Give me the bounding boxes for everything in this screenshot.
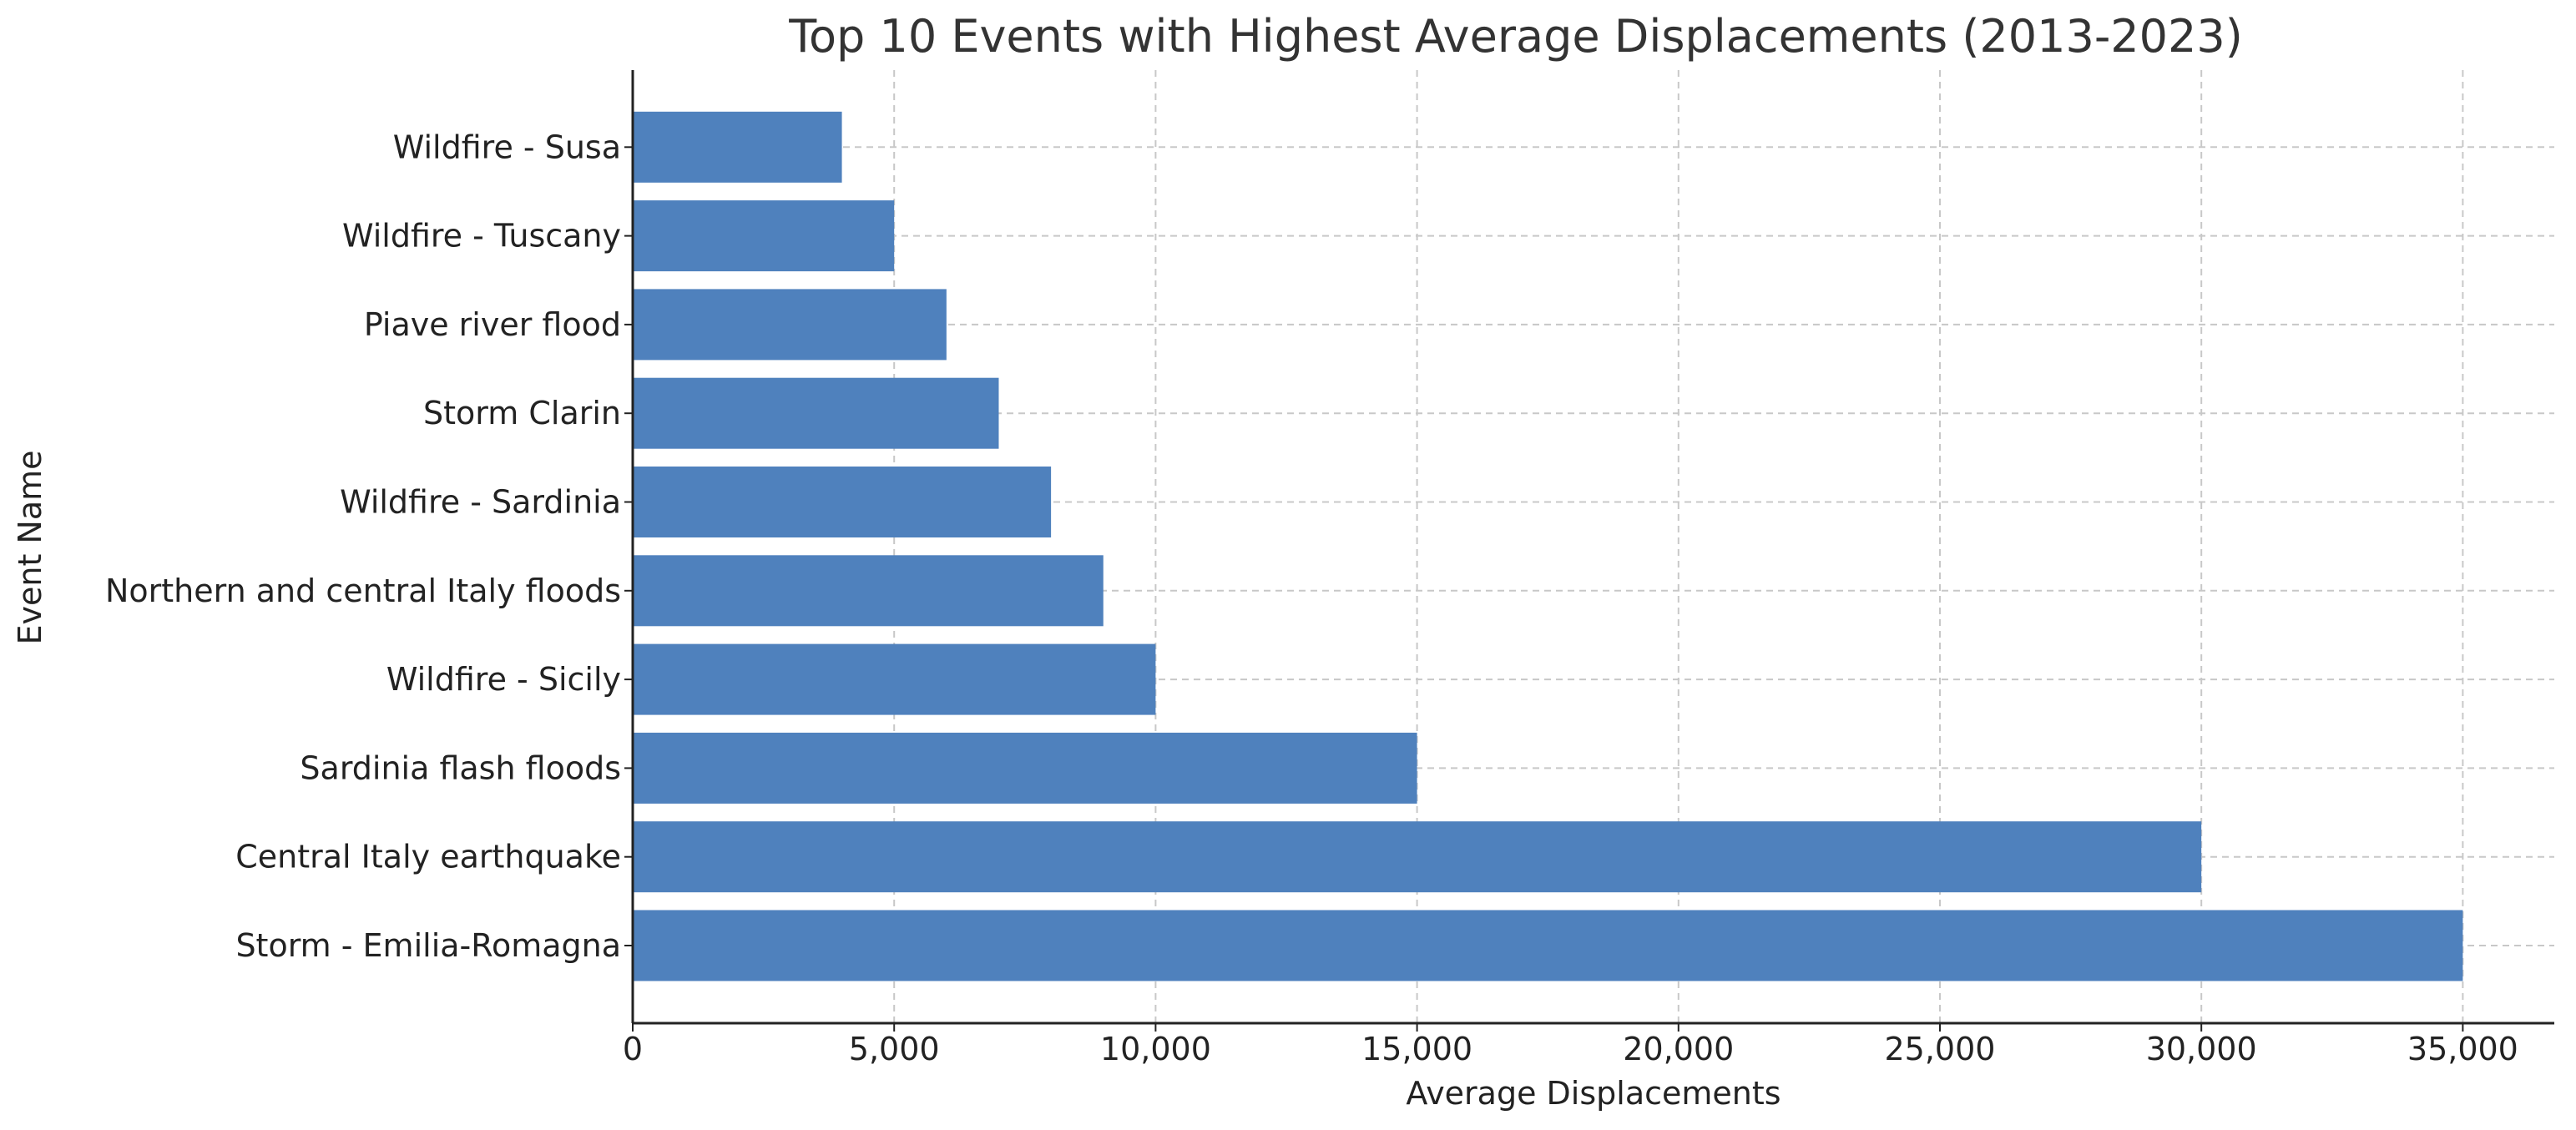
bar-5: [633, 467, 1052, 537]
bar-0: [633, 910, 2463, 981]
y-tick-label-4: Northern and central Italy floods: [105, 573, 621, 609]
bar-7: [633, 289, 947, 361]
x-tick-label-4: 20,000: [1623, 1031, 1734, 1067]
bar-3: [633, 643, 1156, 715]
bar-4: [633, 555, 1104, 627]
bars: [633, 111, 2463, 981]
x-tick-label-7: 35,000: [2407, 1031, 2518, 1067]
bar-6: [633, 377, 999, 449]
bar-9: [633, 111, 842, 183]
x-axis-label: Average Displacements: [1406, 1075, 1780, 1112]
x-tick-label-1: 5,000: [849, 1031, 940, 1067]
x-tick-labels: 0 5,000 10,000 15,000 20,000 25,000 30,000 35,0…: [623, 1023, 2518, 1067]
x-tick-label-3: 15,000: [1361, 1031, 1472, 1067]
y-tick-label-1: Central Italy earthquake: [235, 839, 621, 875]
x-tick-label-2: 10,000: [1100, 1031, 1211, 1067]
y-tick-label-7: Piave river flood: [364, 306, 621, 343]
bar-8: [633, 200, 895, 272]
x-tick-label-5: 25,000: [1885, 1031, 1996, 1067]
x-tick-label-6: 30,000: [2146, 1031, 2257, 1067]
bar-2: [633, 732, 1417, 804]
y-tick-label-0: Storm - Emilia-Romagna: [235, 927, 621, 964]
y-tick-label-3: Wildfire - Sicily: [386, 661, 621, 698]
y-tick-labels: Storm - Emilia-Romagna Central Italy eart…: [105, 129, 633, 964]
x-tick-label-0: 0: [623, 1031, 643, 1067]
y-tick-label-2: Sardinia flash floods: [300, 749, 621, 786]
y-tick-label-8: Wildfire - Tuscany: [342, 218, 621, 255]
y-axis-label: Event Name: [12, 450, 48, 644]
y-tick-label-9: Wildfire - Susa: [393, 129, 621, 165]
bar-1: [633, 821, 2202, 893]
chart-title: Top 10 Events with Highest Average Displ…: [788, 10, 2243, 63]
y-tick-label-6: Storm Clarin: [423, 395, 621, 431]
y-tick-label-5: Wildfire - Sardinia: [340, 484, 621, 521]
